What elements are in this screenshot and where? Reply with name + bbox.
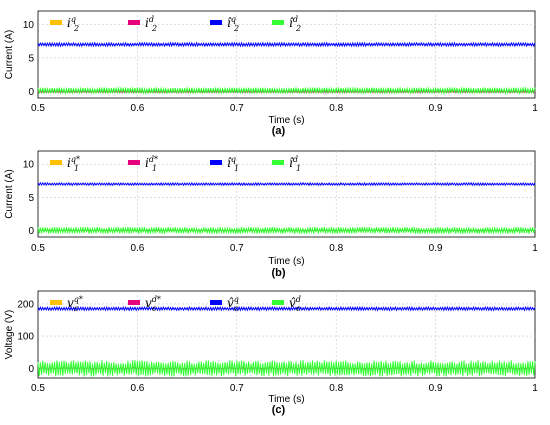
legend-swatch	[272, 160, 284, 165]
legend: vq* c vd* c v̂q c v̂d c	[50, 295, 301, 313]
y-tick-label: 0	[28, 87, 34, 98]
legend-swatch	[50, 300, 62, 305]
series-line-i2d	[37, 90, 536, 94]
panel-caption: (c)	[272, 404, 286, 416]
legend-entry-v̂cq: v̂q c	[227, 295, 239, 313]
y-tick-label: 10	[23, 160, 35, 171]
legend: iq* 1 id* 1 îq 1 îd 1	[50, 155, 301, 173]
legend-entry-i1q*: iq* 1	[67, 155, 80, 173]
x-axis-label: Time (s)	[268, 394, 304, 405]
series-line-î2d	[37, 86, 536, 96]
legend-entry-i2d: id 2	[145, 15, 157, 33]
legend-swatch	[128, 300, 140, 305]
legend: iq 2 id 2 îq 2 îd 2	[50, 15, 301, 33]
legend-entry-v̂cd: v̂d c	[289, 295, 301, 313]
legend-swatch	[50, 160, 62, 165]
x-tick-label: 0.6	[130, 243, 144, 254]
y-tick-label: 0	[28, 226, 34, 237]
x-tick-label: 1	[532, 243, 538, 254]
legend-swatch	[210, 20, 222, 25]
x-tick-label: 1	[532, 383, 538, 394]
x-tick-label: 0.6	[130, 103, 144, 114]
x-tick-label: 0.9	[429, 103, 443, 114]
legend-entry-î2d: îd 2	[289, 15, 301, 33]
legend-swatch	[210, 160, 222, 165]
x-tick-label: 0.5	[31, 383, 45, 394]
legend-swatch	[128, 160, 140, 165]
y-tick-label: 0	[28, 364, 34, 375]
y-tick-label: 10	[23, 20, 35, 31]
legend-entry-vcq*: vq* c	[67, 295, 83, 313]
x-tick-label: 0.7	[230, 103, 244, 114]
x-tick-label: 0.8	[329, 383, 343, 394]
x-axis-label: Time (s)	[268, 115, 304, 126]
legend-swatch	[210, 300, 222, 305]
panel-caption: (a)	[272, 125, 286, 137]
x-tick-label: 0.7	[230, 383, 244, 394]
legend-entry-i1d*: id* 1	[145, 155, 158, 173]
legend-entry-î1d: îd 1	[289, 155, 301, 173]
legend-entry-vcd*: vd* c	[145, 295, 161, 313]
x-tick-label: 0.8	[329, 243, 343, 254]
x-tick-label: 1	[532, 103, 538, 114]
legend-swatch	[272, 300, 284, 305]
legend-swatch	[272, 20, 284, 25]
plot-area	[37, 10, 536, 99]
legend-swatch	[50, 20, 62, 25]
y-axis-label: Current (A)	[4, 169, 15, 218]
y-tick-label: 100	[17, 332, 34, 343]
x-tick-label: 0.7	[230, 243, 244, 254]
y-tick-label: 200	[17, 299, 34, 310]
legend-entry-i2q: iq 2	[67, 15, 79, 33]
x-tick-label: 0.6	[130, 383, 144, 394]
y-tick-label: 5	[28, 193, 34, 204]
panel-caption: (b)	[271, 267, 285, 279]
series-line-v̂cq	[37, 305, 536, 312]
legend-swatch	[128, 20, 140, 25]
series-line-v̂cd	[37, 360, 536, 377]
series-line-î2q	[37, 41, 536, 48]
y-axis-label: Current (A)	[4, 30, 15, 79]
y-axis-label: Voltage (V)	[4, 310, 15, 359]
x-tick-label: 0.9	[429, 383, 443, 394]
x-tick-label: 0.9	[429, 243, 443, 254]
x-axis-label: Time (s)	[268, 256, 304, 267]
x-tick-label: 0.5	[31, 243, 45, 254]
legend-entry-î2q: îq 2	[227, 15, 239, 33]
series-line-î1d	[37, 226, 536, 235]
x-tick-label: 0.5	[31, 103, 45, 114]
x-tick-label: 0.8	[329, 103, 343, 114]
legend-entry-î1q: îq 1	[227, 155, 239, 173]
y-tick-label: 5	[28, 53, 34, 64]
series-line-î1q	[37, 181, 536, 187]
plot-area	[37, 150, 536, 238]
